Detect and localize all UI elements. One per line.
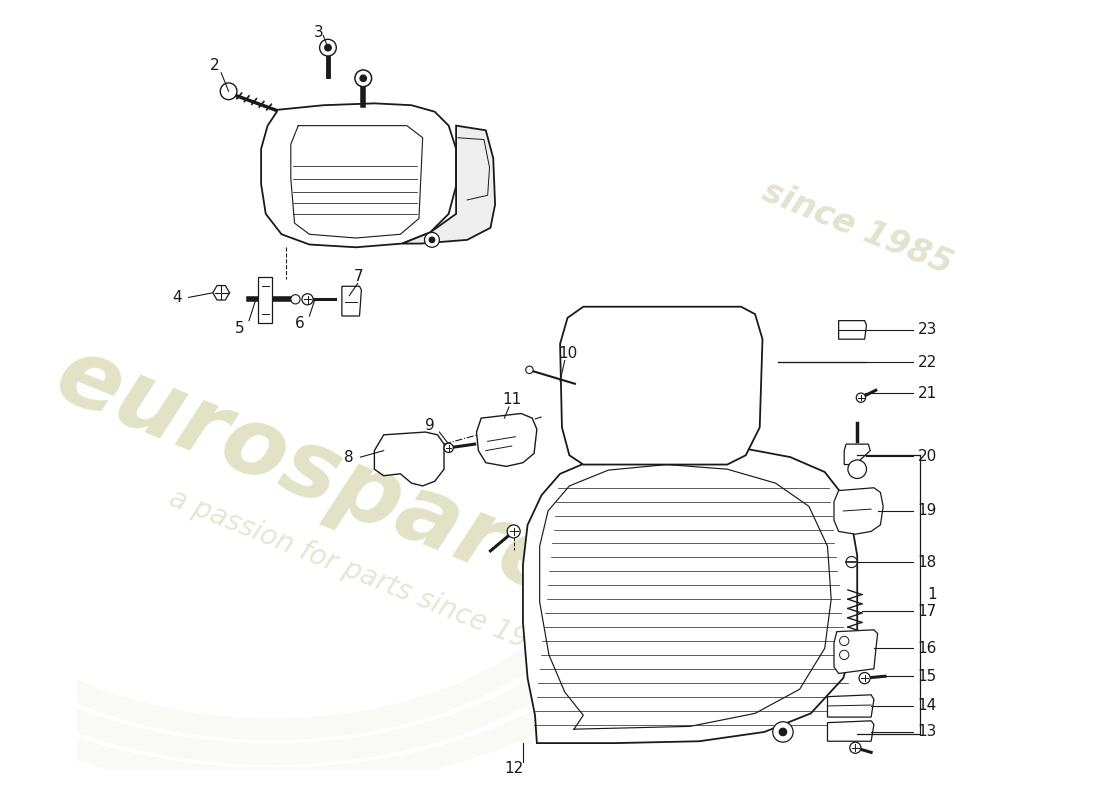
Polygon shape xyxy=(827,695,873,717)
Text: 11: 11 xyxy=(503,392,521,407)
Circle shape xyxy=(290,294,300,304)
Circle shape xyxy=(429,237,434,242)
Text: 1: 1 xyxy=(927,587,936,602)
Text: 10: 10 xyxy=(558,346,578,361)
Polygon shape xyxy=(834,630,878,674)
Circle shape xyxy=(220,83,236,100)
Circle shape xyxy=(507,525,520,538)
Polygon shape xyxy=(476,414,537,466)
Text: 23: 23 xyxy=(917,322,937,338)
Circle shape xyxy=(859,673,870,684)
Text: a passion for parts since 1985: a passion for parts since 1985 xyxy=(165,484,565,667)
Text: 22: 22 xyxy=(917,355,937,370)
Text: 13: 13 xyxy=(917,725,937,739)
Text: 16: 16 xyxy=(917,641,937,656)
Polygon shape xyxy=(560,306,762,465)
Circle shape xyxy=(355,70,372,86)
Circle shape xyxy=(856,393,866,402)
Text: 4: 4 xyxy=(173,290,183,305)
Text: 21: 21 xyxy=(917,386,937,401)
Text: 19: 19 xyxy=(917,503,937,518)
Polygon shape xyxy=(374,432,444,486)
Text: since 1985: since 1985 xyxy=(757,174,957,281)
Text: 14: 14 xyxy=(917,698,937,714)
Circle shape xyxy=(779,728,786,736)
Circle shape xyxy=(850,742,861,754)
Text: 15: 15 xyxy=(917,669,937,684)
Text: eurospares: eurospares xyxy=(43,329,631,638)
Polygon shape xyxy=(827,721,873,742)
Polygon shape xyxy=(261,103,456,247)
Polygon shape xyxy=(844,444,870,465)
Polygon shape xyxy=(838,321,867,339)
Polygon shape xyxy=(212,286,230,300)
Text: 2: 2 xyxy=(210,58,220,73)
Text: 8: 8 xyxy=(343,450,353,465)
Polygon shape xyxy=(403,126,495,243)
Polygon shape xyxy=(834,488,883,534)
Circle shape xyxy=(846,557,857,568)
Polygon shape xyxy=(342,286,362,316)
Circle shape xyxy=(320,39,337,56)
Circle shape xyxy=(839,636,849,646)
Text: 5: 5 xyxy=(235,321,244,335)
Polygon shape xyxy=(258,277,273,323)
Text: 12: 12 xyxy=(504,761,524,776)
Text: 3: 3 xyxy=(314,26,323,40)
Text: 18: 18 xyxy=(917,554,937,570)
Circle shape xyxy=(772,722,793,742)
Circle shape xyxy=(425,233,439,247)
Circle shape xyxy=(444,443,453,453)
Polygon shape xyxy=(522,448,857,743)
Circle shape xyxy=(526,366,534,374)
Circle shape xyxy=(839,650,849,659)
Circle shape xyxy=(324,45,331,51)
Text: 6: 6 xyxy=(295,316,305,331)
Text: 17: 17 xyxy=(917,604,937,618)
Circle shape xyxy=(360,75,366,82)
Text: 9: 9 xyxy=(426,418,434,433)
Circle shape xyxy=(848,460,867,478)
Text: 20: 20 xyxy=(917,449,937,464)
Text: 7: 7 xyxy=(354,270,363,285)
Circle shape xyxy=(302,294,313,305)
